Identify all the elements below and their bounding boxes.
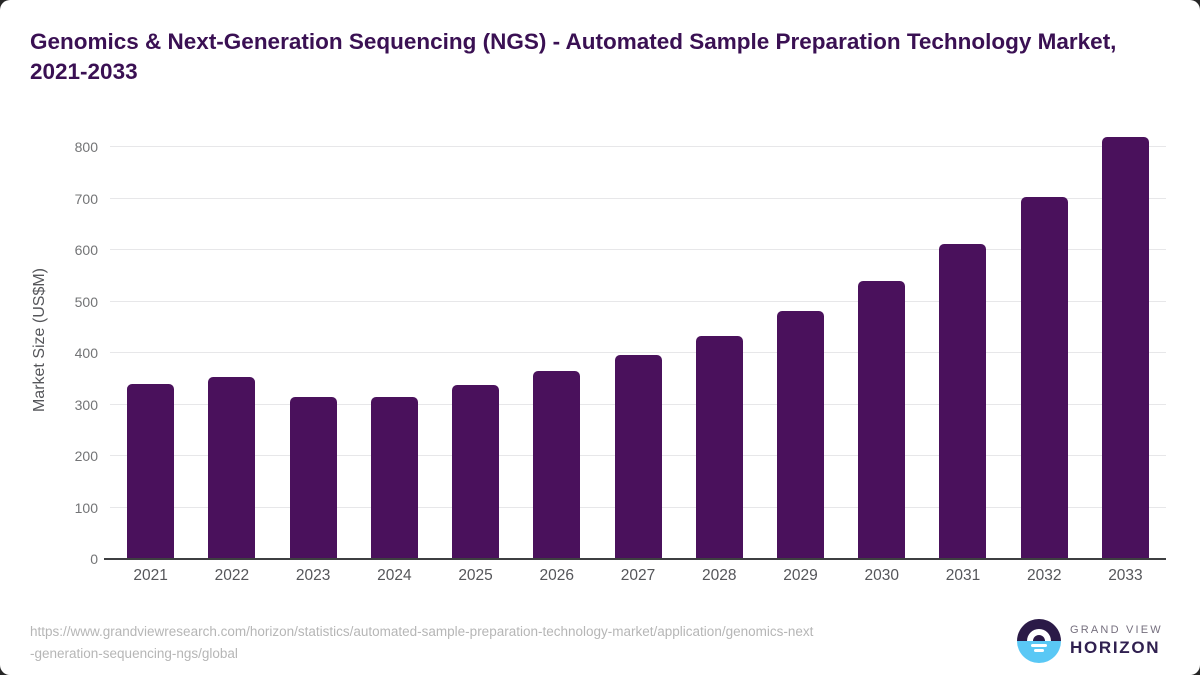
bar-slot [922,129,1003,559]
chart-title: Genomics & Next-Generation Sequencing (N… [30,29,1117,84]
bar-slot [841,129,922,559]
logo-wordmark: GRAND VIEW HORIZON [1070,624,1163,658]
x-tick-label-2024: 2024 [377,567,412,584]
source-url-line-2: -generation-sequencing-ngs/global [30,646,238,661]
bar-slot [1004,129,1085,559]
x-tick-label-2031: 2031 [945,567,981,584]
y-axis-tick-labels: 0 100 200 300 400 500 600 700 800 [0,129,98,567]
bar-2032[interactable] [1020,196,1068,559]
bar-2026[interactable] [533,371,581,559]
gridline [110,197,1166,199]
bar-slot [516,129,597,559]
y-tick-label: 200 [74,448,98,464]
bar-slot [191,129,272,559]
x-tick-label-2032: 2032 [1026,567,1062,584]
y-tick-label: 0 [90,551,98,567]
gridline [110,300,1166,302]
bar-slot [435,129,516,559]
bar-slot [597,129,678,559]
gridline [110,352,1166,353]
x-axis-tick-labels: 2021 2022 2023 2024 2025 2026 2027 2028 2029 2030… [110,567,1166,585]
bar-2022[interactable] [208,376,256,559]
x-tick-label-2028: 2028 [702,567,737,584]
logo-horizon-text: HORIZON [1070,638,1161,657]
y-tick-label: 500 [74,293,98,310]
horizon-sun-logo-icon [1017,619,1061,663]
bar-slot [272,129,353,559]
bar-2021[interactable] [127,384,175,559]
bar-series [110,129,1166,559]
bar-slot [1085,129,1166,559]
bar-2028[interactable] [695,335,743,559]
source-url-line-1: https://www.grandviewresearch.com/horizo… [30,624,814,639]
gridline [110,249,1166,250]
bar-slot [679,129,760,559]
y-tick-label: 800 [74,139,98,155]
x-tick-label-2025: 2025 [458,567,493,584]
plot-area [104,129,1166,560]
x-tick-label-2023: 2023 [295,567,331,584]
bar-2024[interactable] [370,396,418,559]
bar-2025[interactable] [452,384,500,559]
bar-2029[interactable] [776,310,824,559]
x-tick-label-2021: 2021 [133,567,168,584]
y-tick-label: 600 [74,242,98,258]
bar-2027[interactable] [614,355,662,559]
x-tick-label-2022: 2022 [214,567,250,584]
bar-slot [760,129,841,559]
bar-2023[interactable] [289,396,337,559]
bar-2030[interactable] [858,280,906,559]
grand-view-horizon-logo: GRAND VIEW HORIZON [1017,619,1163,663]
gridline [110,146,1166,147]
logo-grand-view-text: GRAND VIEW [1070,624,1163,636]
y-tick-label: 400 [74,345,98,361]
y-tick-label: 700 [74,190,98,207]
bar-slot [110,129,191,559]
y-tick-label: 100 [74,499,98,516]
x-tick-label-2026: 2026 [539,567,575,584]
x-axis-line [104,558,1166,560]
x-tick-label-2029: 2029 [783,567,818,584]
bar-2033[interactable] [1101,137,1149,559]
source-url: https://www.grandviewresearch.com/horizo… [30,621,813,665]
x-tick-label-2030: 2030 [864,567,899,584]
y-tick-label: 300 [74,396,98,413]
x-tick-label-2033: 2033 [1108,567,1143,584]
bar-2031[interactable] [939,244,987,559]
x-tick-label-2027: 2027 [620,567,656,584]
bar-slot [354,129,435,559]
